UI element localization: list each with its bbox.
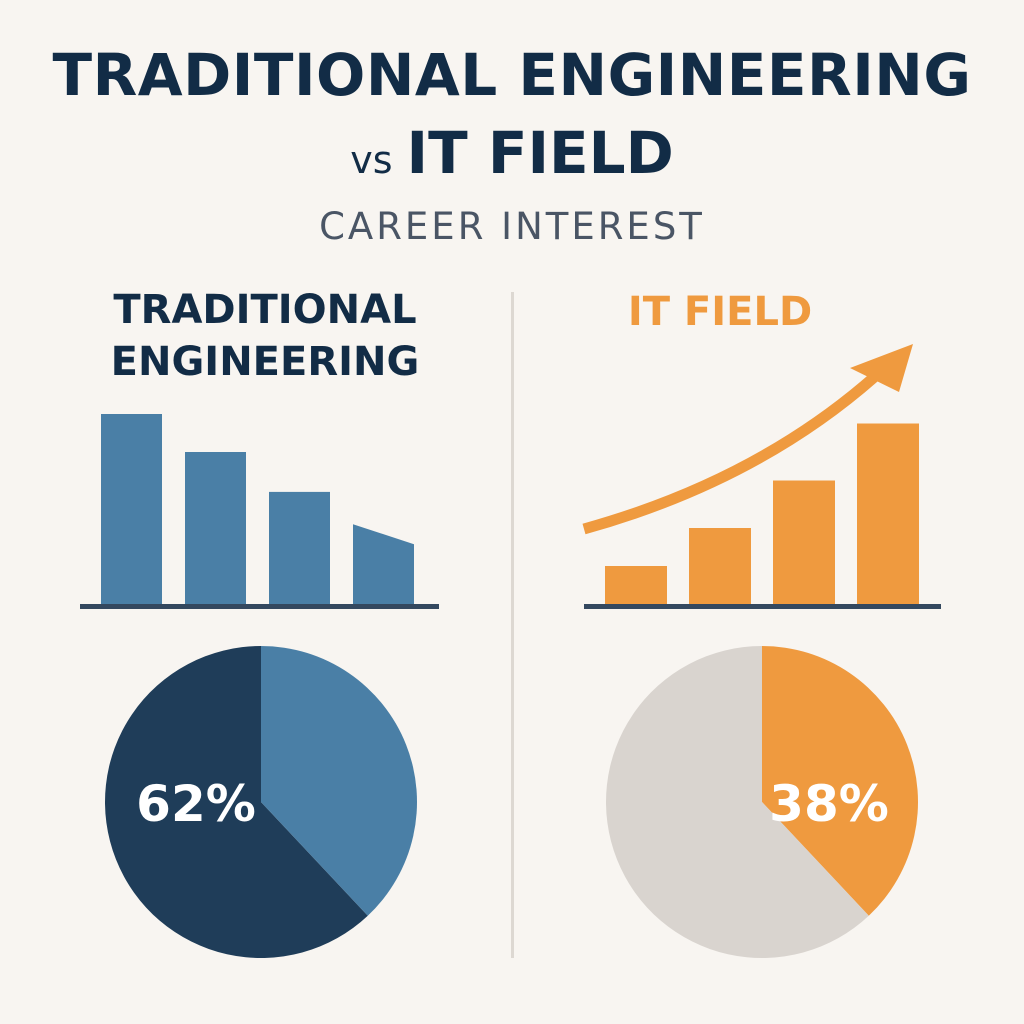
title-it-field: IT FIELD bbox=[406, 119, 674, 187]
it-field-bar-4 bbox=[857, 423, 919, 604]
it-field-bar-chart bbox=[582, 344, 941, 609]
it-field-heading: IT FIELD bbox=[627, 289, 813, 335]
it-field-x-axis bbox=[584, 604, 941, 609]
it-field-pie-label: 38% bbox=[769, 775, 889, 833]
traditional-pie-label: 62% bbox=[136, 775, 256, 833]
traditional-bar-3 bbox=[269, 491, 330, 604]
title-line-2: vs IT FIELD bbox=[0, 118, 1024, 195]
it-field-pie-slice-highlighted bbox=[762, 646, 919, 916]
traditional-engineering-bar-chart bbox=[80, 414, 439, 609]
it-field-pie-slice-other bbox=[606, 646, 869, 959]
trend-arrow-line bbox=[582, 367, 884, 535]
trend-arrow-head bbox=[850, 344, 913, 392]
traditional-pie-slice-highlighted bbox=[105, 646, 368, 959]
traditional-pie-slice-other bbox=[261, 646, 418, 916]
title-vs: vs bbox=[350, 138, 393, 182]
subtitle: CAREER INTEREST bbox=[319, 205, 705, 248]
traditional-x-axis bbox=[80, 604, 439, 609]
traditional-engineering-heading: TRADITIONAL ENGINEERING bbox=[110, 287, 420, 385]
traditional-bar-2 bbox=[185, 452, 246, 604]
center-divider bbox=[511, 292, 514, 958]
it-field-bar-1 bbox=[605, 566, 667, 604]
title-line-1: TRADITIONAL ENGINEERING bbox=[52, 41, 972, 109]
it-field-bar-2 bbox=[689, 528, 751, 604]
it-field-bar-3 bbox=[773, 480, 835, 604]
traditional-engineering-pie-chart: 62% bbox=[105, 646, 418, 959]
traditional-bar-4 bbox=[353, 524, 414, 604]
traditional-bar-1 bbox=[101, 414, 162, 604]
it-field-pie-chart: 38% bbox=[606, 646, 919, 959]
